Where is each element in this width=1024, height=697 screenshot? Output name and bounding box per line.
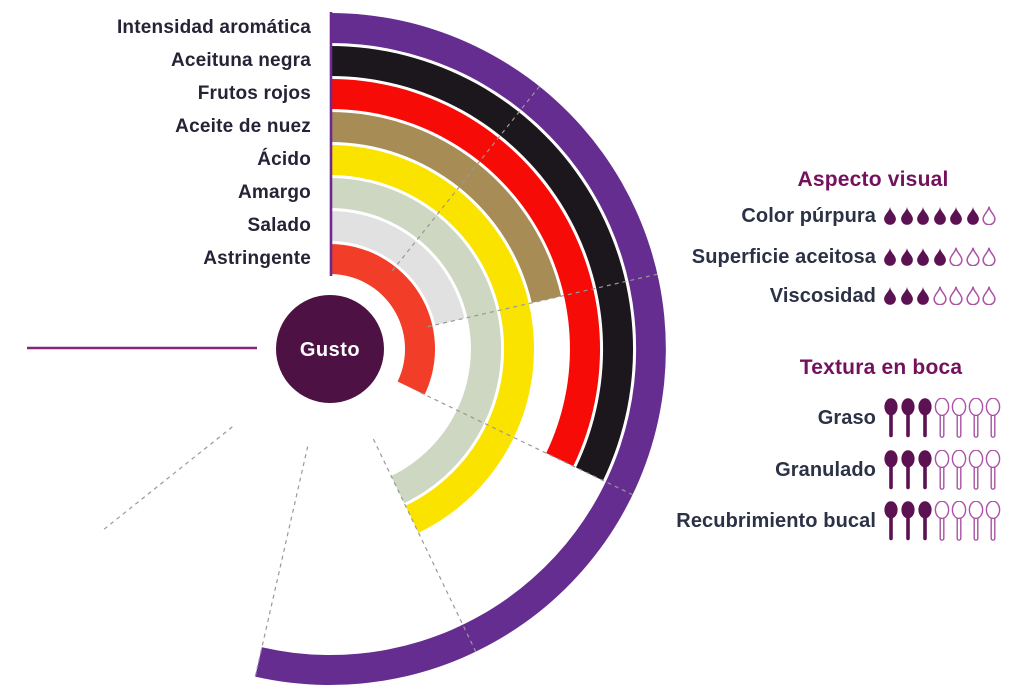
spoon-filled-icon	[918, 501, 932, 541]
droplet-empty-icon	[982, 206, 996, 225]
scale-gridline-5	[254, 446, 309, 679]
picto-icon-scale	[883, 398, 1001, 438]
droplet-filled-icon	[900, 206, 913, 225]
spoon-empty-icon	[934, 450, 950, 490]
picto-icon-scale	[883, 206, 996, 225]
droplet-filled-icon	[966, 206, 979, 225]
spoon-empty-icon	[934, 501, 950, 541]
wheel-ring-6	[330, 177, 502, 504]
scale-gridline-1	[391, 82, 543, 272]
spoon-filled-icon	[901, 398, 915, 438]
droplet-filled-icon	[900, 286, 913, 305]
droplet-empty-icon	[949, 247, 963, 266]
wheel-ring-4	[330, 111, 562, 303]
droplet-empty-icon	[982, 247, 996, 266]
droplet-filled-icon	[884, 206, 896, 225]
droplet-empty-icon	[982, 286, 996, 305]
picto-row-label: Granulado	[775, 459, 876, 481]
droplet-filled-icon	[933, 247, 946, 266]
wheel-ring-8	[330, 244, 436, 395]
picto-row-label: Superficie aceitosa	[691, 246, 876, 268]
spoon-filled-icon	[884, 398, 898, 438]
spoon-empty-icon	[951, 398, 967, 438]
spoon-filled-icon	[884, 450, 898, 490]
center-label: Gusto	[300, 339, 360, 361]
wheel-ring-5	[330, 145, 534, 533]
droplet-filled-icon	[917, 286, 929, 305]
spoon-filled-icon	[901, 501, 915, 541]
picto-row-label: Viscosidad	[769, 285, 876, 307]
droplet-empty-icon	[932, 286, 947, 305]
droplet-filled-icon	[917, 206, 929, 225]
spoon-filled-icon	[918, 450, 932, 490]
picto-icon-scale	[883, 247, 996, 266]
droplet-empty-icon	[965, 247, 980, 266]
picto-row-label: Color púrpura	[741, 205, 876, 227]
spoon-filled-icon	[918, 398, 932, 438]
spoon-filled-icon	[884, 501, 898, 541]
scale-gridline-6	[100, 426, 233, 533]
spoon-filled-icon	[901, 450, 915, 490]
scale-gridline-2	[427, 272, 662, 328]
droplet-filled-icon	[884, 247, 896, 266]
spoon-empty-icon	[985, 398, 1001, 438]
spoon-empty-icon	[968, 450, 984, 490]
picto-icon-scale	[883, 501, 1001, 541]
wheel-ring-7	[330, 211, 465, 325]
picto-row-label: Recubrimiento bucal	[676, 510, 876, 532]
droplet-empty-icon	[965, 286, 980, 305]
wheel-ring-3	[330, 79, 601, 467]
spoon-empty-icon	[934, 398, 950, 438]
picto-row-label: Graso	[817, 407, 876, 429]
spoon-empty-icon	[985, 501, 1001, 541]
droplet-filled-icon	[900, 247, 913, 266]
aspecto-visual-heading: Aspecto visual	[797, 168, 949, 191]
spoon-empty-icon	[968, 398, 984, 438]
droplet-filled-icon	[933, 206, 946, 225]
droplet-filled-icon	[950, 206, 962, 225]
spoon-empty-icon	[951, 450, 967, 490]
picto-icon-scale	[883, 450, 1001, 490]
center-circle	[276, 295, 384, 403]
droplet-filled-icon	[884, 286, 896, 305]
spoon-empty-icon	[985, 450, 1001, 490]
droplet-empty-icon	[949, 286, 963, 305]
picto-icon-scale	[883, 286, 996, 305]
textura-en-boca-heading: Textura en boca	[799, 356, 963, 379]
droplet-filled-icon	[917, 247, 929, 266]
spoon-empty-icon	[968, 501, 984, 541]
wheel-ring-2	[330, 46, 634, 481]
spoon-empty-icon	[951, 501, 967, 541]
